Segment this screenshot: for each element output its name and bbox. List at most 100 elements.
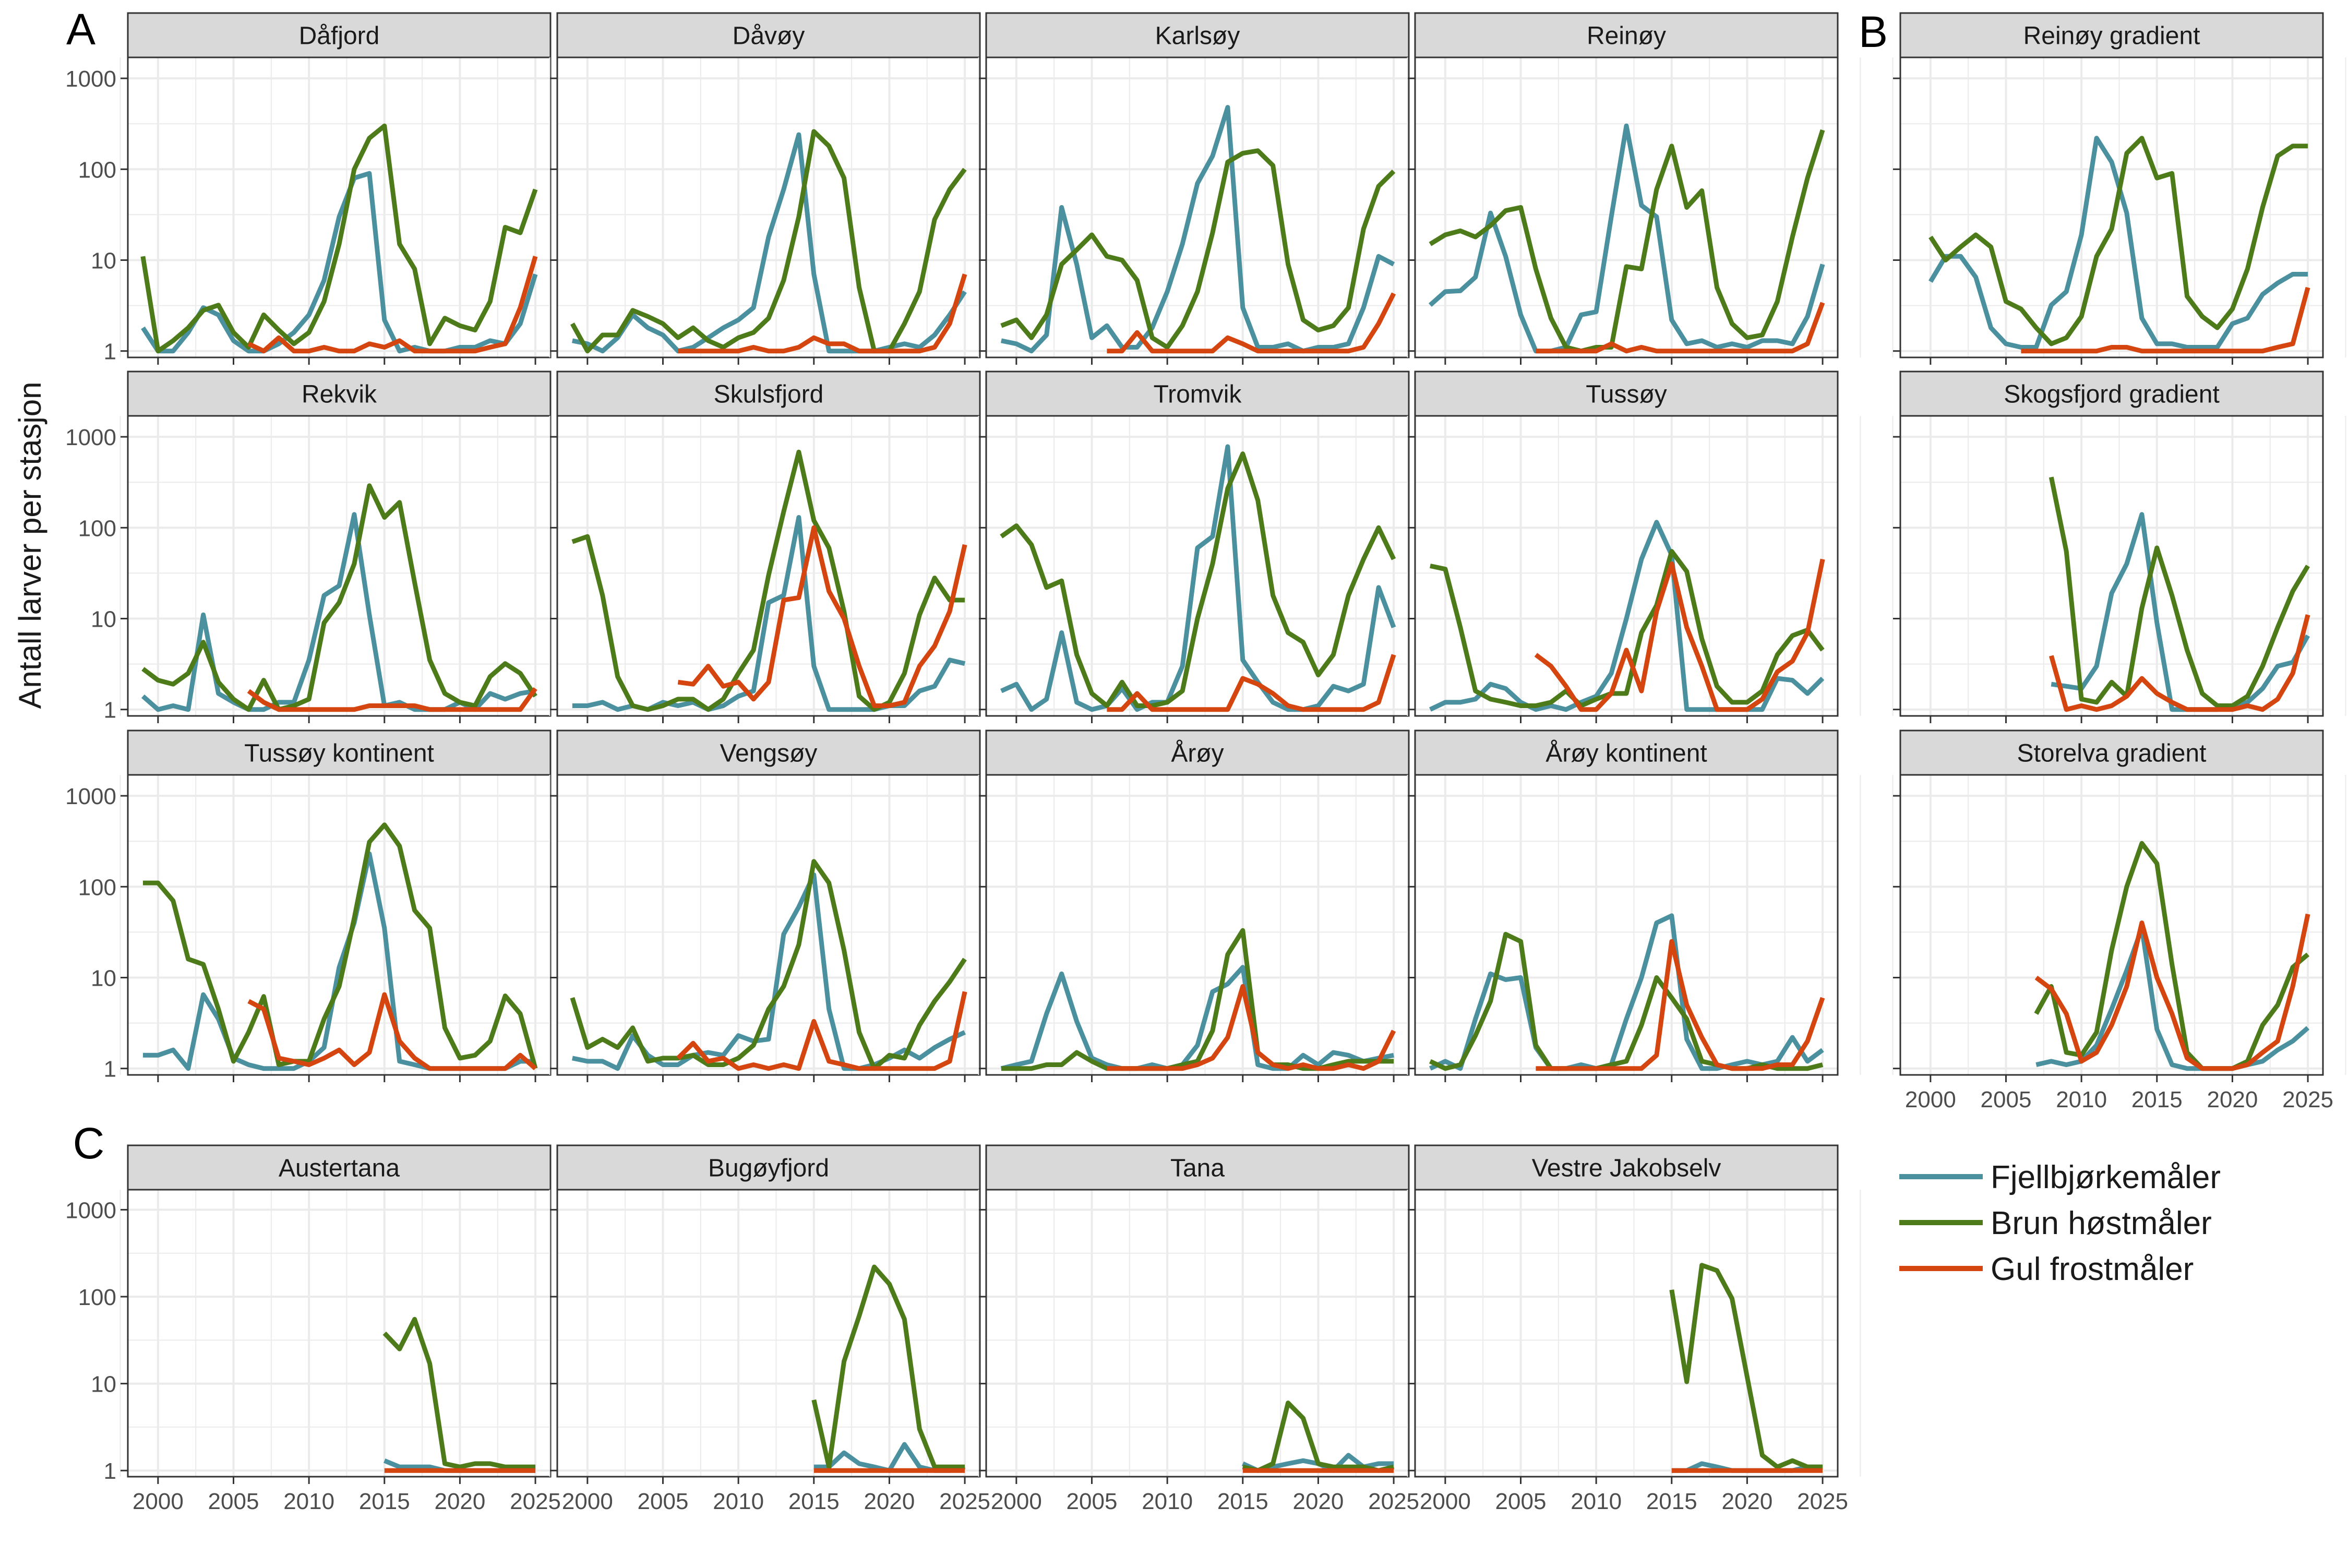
y-tick-label: 1000 xyxy=(65,1198,116,1223)
x-tick-label: 2015 xyxy=(788,1489,840,1514)
y-tick-label: 1 xyxy=(104,1458,116,1484)
panel-background xyxy=(128,57,550,357)
x-tick-label: 2010 xyxy=(2056,1087,2107,1112)
panel-title: Vestre Jakobselv xyxy=(1532,1155,1721,1182)
series-line-brun-hostmaler xyxy=(1242,1401,1395,1473)
y-tick-label: 10 xyxy=(91,607,116,632)
panel-title: Årøy xyxy=(1171,740,1224,768)
panel-title: Tana xyxy=(1170,1155,1225,1182)
legend: Fjellbjørkemåler Brun høstmåler Gul frostm… xyxy=(1899,1159,2221,1287)
panel-strip xyxy=(556,1144,981,1191)
series-line-gul-frostmaler xyxy=(1107,984,1396,1071)
y-axis-title: Antall larver per stasjon xyxy=(13,382,47,709)
panel-background xyxy=(128,416,550,716)
y-tick-label: 100 xyxy=(78,157,116,183)
x-tick-label: 2010 xyxy=(283,1489,334,1514)
panel-davoy: Dåvøy xyxy=(549,12,1003,365)
legend-label-brun-hostmaler: Brun høstmåler xyxy=(1991,1205,2212,1241)
panel-title: Dåfjord xyxy=(299,22,380,50)
panel-strip xyxy=(985,370,1410,417)
series-line-brun-hostmaler xyxy=(2048,476,2310,708)
y-tick-label: 10 xyxy=(91,1372,116,1397)
series-line-gul-frostmaler xyxy=(2021,286,2310,354)
x-tick-label: 2000 xyxy=(1420,1489,1471,1514)
y-tick-label: 10 xyxy=(91,966,116,991)
panel-background xyxy=(557,57,980,357)
panel-vengsoy: Vengsøy xyxy=(549,729,1003,1082)
panel-strip xyxy=(127,370,552,417)
panel-strip xyxy=(127,729,552,776)
x-tick-label: 2010 xyxy=(1571,1489,1622,1514)
x-tick-label: 2020 xyxy=(1721,1489,1772,1514)
x-tick-label: 2025 xyxy=(510,1489,561,1514)
panel-title: Skulsfjord xyxy=(714,381,824,409)
panel-background xyxy=(1415,416,1838,716)
panel-background xyxy=(986,57,1409,357)
y-tick-label: 1000 xyxy=(65,784,116,809)
panel-skogsfjord-gradient: Skogsfjord gradient xyxy=(1892,370,2346,723)
panel-strip xyxy=(127,1144,552,1191)
panel-background xyxy=(1415,57,1838,357)
legend-label-fjellbjorkemaler: Fjellbjørkemåler xyxy=(1991,1159,2221,1195)
panel-skulsfjord: Skulsfjord xyxy=(549,370,1003,723)
x-tick-label: 2020 xyxy=(434,1489,485,1514)
panel-aroy-kontinent: Årøy kontinent xyxy=(1407,729,1861,1082)
panel-strip xyxy=(1414,1144,1839,1191)
x-tick-label: 2005 xyxy=(1067,1489,1118,1514)
series-line-brun-hostmaler xyxy=(1669,1263,1823,1469)
series-line-fjellbjorkemaler xyxy=(1429,520,1825,712)
panel-background xyxy=(1900,57,2323,357)
x-tick-label: 2025 xyxy=(939,1489,990,1514)
panel-karlsoy: Karlsøy xyxy=(978,12,1432,365)
panel-reinoy: Reinøy xyxy=(1407,12,1861,365)
series-line-brun-hostmaler xyxy=(141,483,537,712)
panel-tromvik: Tromvik xyxy=(978,370,1432,723)
series-line-gul-frostmaler xyxy=(677,525,967,708)
y-tick-label: 1 xyxy=(104,1057,116,1082)
x-tick-label: 2020 xyxy=(864,1489,915,1514)
series-line-brun-hostmaler xyxy=(1928,136,2308,346)
panel-background xyxy=(1415,1190,1838,1477)
series-line-gul-frostmaler xyxy=(247,992,537,1071)
panel-vestre-jakobselv: Vestre Jakobselv 2000 2005 2010 2015 2020 2025 xyxy=(1407,1144,1861,1514)
panel-strip xyxy=(1899,12,2324,58)
panel-tussoy-kontinent: Tussøy kontinent 1 10 100 1000 xyxy=(65,729,574,1082)
series-line-brun-hostmaler xyxy=(1429,549,1825,708)
panel-austertana: Austertana 1 10 100 1000 2000 2005 2010 2015 2020… xyxy=(65,1144,574,1514)
series-line-gul-frostmaler xyxy=(1107,654,1396,712)
panel-strip xyxy=(127,12,552,58)
series-line-gul-frostmaler xyxy=(2048,614,2310,712)
panel-title: Rekvik xyxy=(302,381,377,409)
x-tick-label: 2005 xyxy=(1495,1489,1547,1514)
series-line-gul-frostmaler xyxy=(247,256,538,354)
x-tick-label: 2015 xyxy=(1217,1489,1268,1514)
x-tick-label: 2005 xyxy=(1981,1087,2032,1112)
panel-title: Karlsøy xyxy=(1155,22,1240,50)
y-tick-label: 1000 xyxy=(65,425,116,450)
panel-title: Austertana xyxy=(279,1155,400,1182)
x-tick-label: 2005 xyxy=(638,1489,689,1514)
panel-title: Bugøyfjord xyxy=(708,1155,829,1182)
series-line-brun-hostmaler xyxy=(1001,928,1394,1071)
x-tick-label: 2015 xyxy=(1646,1489,1697,1514)
panel-title: Reinøy xyxy=(1587,22,1666,50)
panel-title: Tussøy xyxy=(1586,381,1667,409)
x-tick-label: 2010 xyxy=(713,1489,764,1514)
series-line-gul-frostmaler xyxy=(247,687,537,712)
series-line-gul-frostmaler xyxy=(1536,302,1825,354)
panel-tussoy: Tussøy xyxy=(1407,370,1861,723)
x-tick-label: 2000 xyxy=(1905,1087,1956,1112)
legend-label-gul-frostmaler: Gul frostmåler xyxy=(1991,1251,2194,1287)
section-label-c: C xyxy=(73,1119,105,1168)
series-line-brun-hostmaler xyxy=(570,859,967,1071)
panel-strip xyxy=(1414,12,1839,58)
series-line-brun-hostmaler xyxy=(382,1316,536,1469)
panel-title: Vengsøy xyxy=(720,740,818,768)
series-line-fjellbjorkemaler xyxy=(1000,105,1395,354)
panel-strip xyxy=(1899,729,2324,776)
panel-background xyxy=(128,775,550,1075)
panel-strip xyxy=(556,729,981,776)
y-tick-label: 100 xyxy=(78,516,116,541)
